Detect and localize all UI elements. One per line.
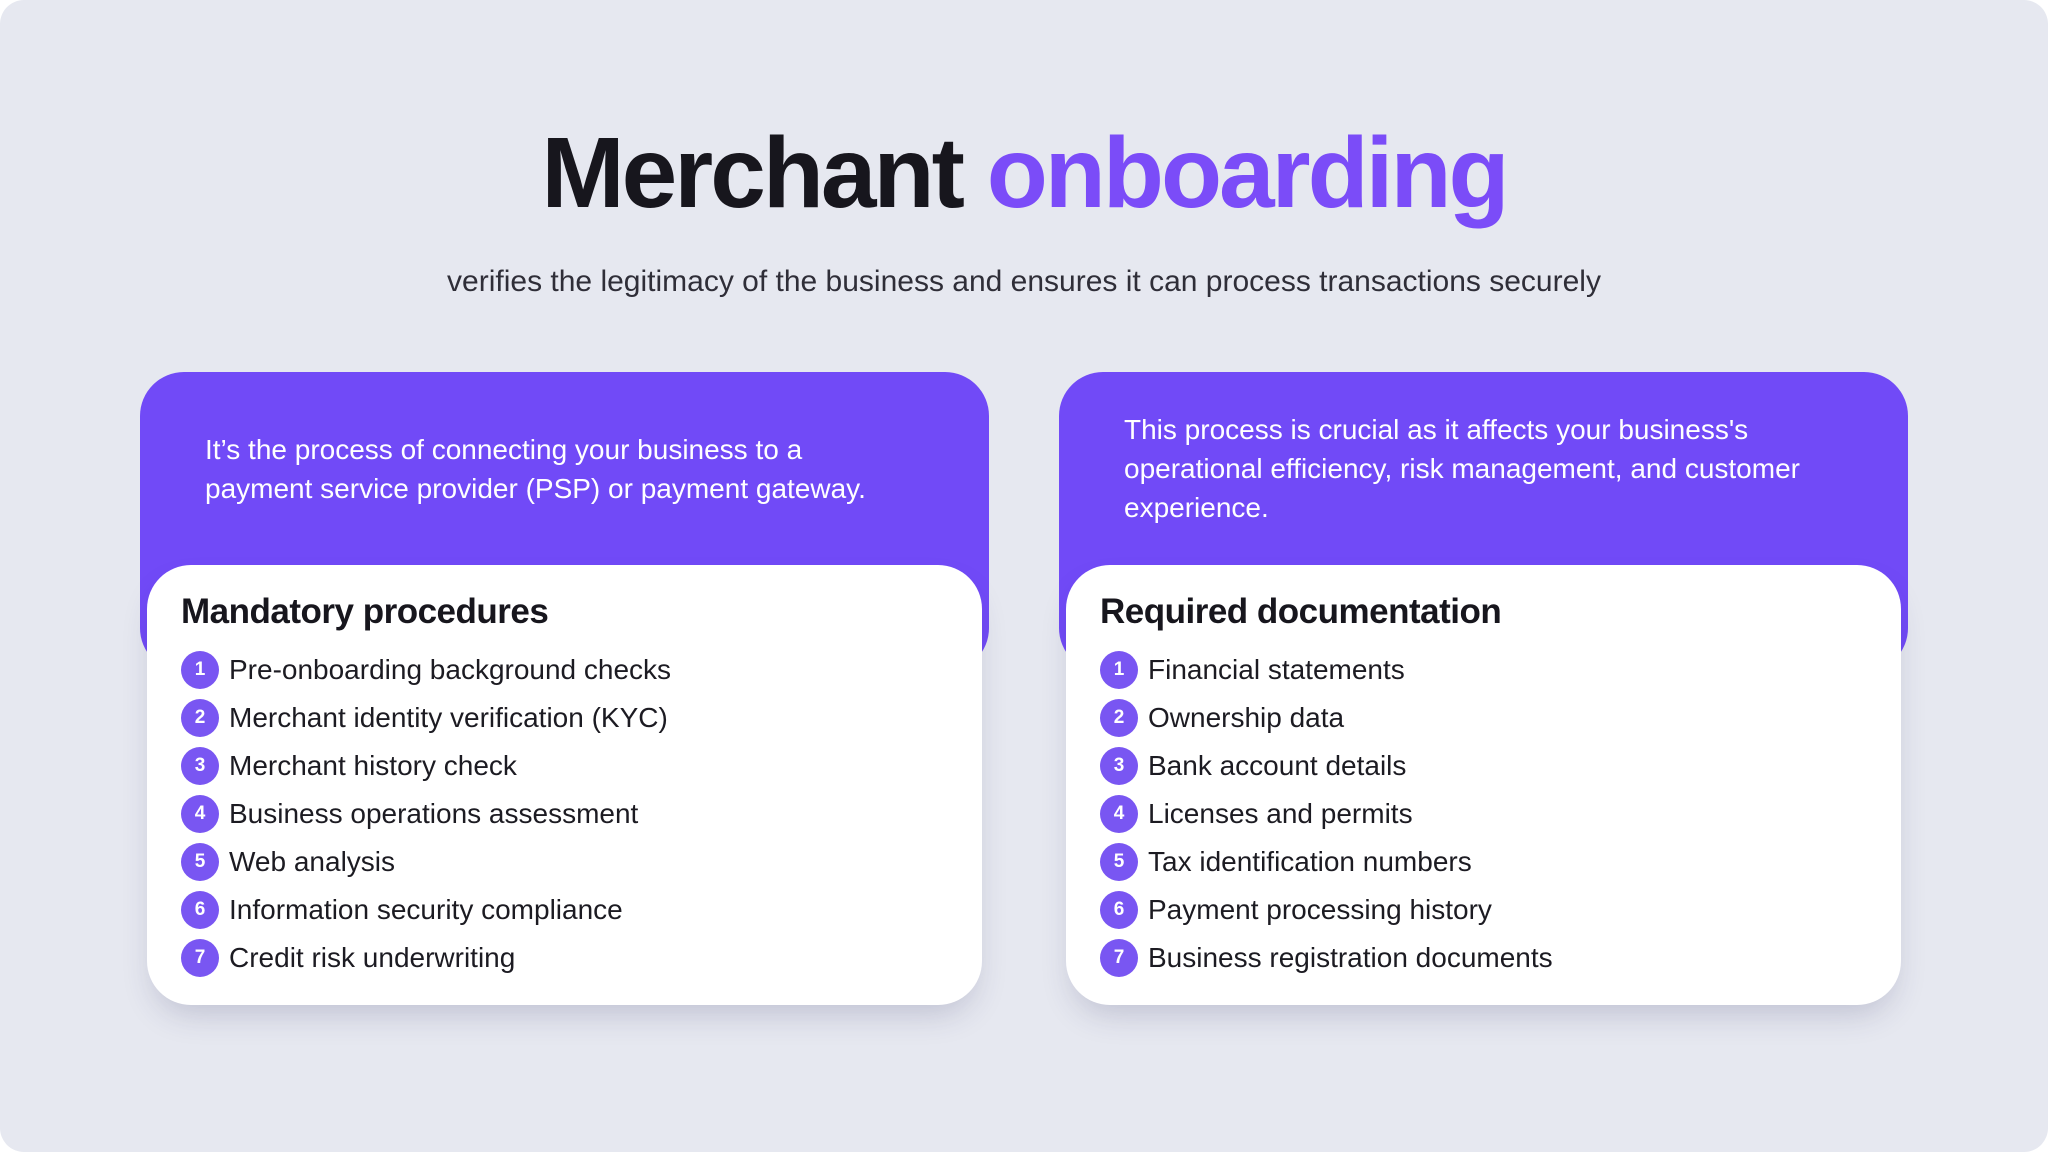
number-badge: 1 xyxy=(181,651,219,689)
card-header-line: payment service provider (PSP) or paymen… xyxy=(205,472,866,504)
list-item-label: Pre-onboarding background checks xyxy=(229,654,672,685)
list-item: 5 Web analysis xyxy=(181,838,952,886)
number-badge: 6 xyxy=(181,891,219,929)
card-header-text: This process is crucial as it affects yo… xyxy=(1059,372,1908,565)
number-badge: 4 xyxy=(181,795,219,833)
number-badge: 7 xyxy=(181,939,219,977)
list-item-label: Ownership data xyxy=(1148,702,1345,733)
list-item-label: Financial statements xyxy=(1148,654,1405,685)
list-item: 4 Business operations assessment xyxy=(181,790,952,838)
list-item-label: Business operations assessment xyxy=(229,798,639,829)
number-badge: 5 xyxy=(181,843,219,881)
card-heading: Mandatory procedures xyxy=(181,592,549,631)
documents-list: 1 Financial statements 2 Ownership data … xyxy=(1100,646,1871,982)
list-item-label: Licenses and permits xyxy=(1148,798,1413,829)
number-badge: 2 xyxy=(181,699,219,737)
list-item-label: Tax identification numbers xyxy=(1148,846,1472,877)
list-item: 6 Information security compliance xyxy=(181,886,952,934)
list-item-label: Information security compliance xyxy=(229,894,623,925)
list-item: 4 Licenses and permits xyxy=(1100,790,1871,838)
card-body: Mandatory procedures 1 Pre-onboarding ba… xyxy=(147,565,982,1005)
list-item: 5 Tax identification numbers xyxy=(1100,838,1871,886)
list-item-label: Bank account details xyxy=(1148,750,1407,781)
number-badge: 5 xyxy=(1100,843,1138,881)
number-badge: 6 xyxy=(1100,891,1138,929)
list-item-label: Business registration documents xyxy=(1148,942,1553,973)
list-item: 3 Merchant history check xyxy=(181,742,952,790)
card-header-line: This process is crucial as it affects yo… xyxy=(1124,414,1749,445)
list-item: 7 Business registration documents xyxy=(1100,934,1871,982)
cards-row: It’s the process of connecting your busi… xyxy=(0,372,2048,1005)
list-item-label: Payment processing history xyxy=(1148,894,1492,925)
number-badge: 1 xyxy=(1100,651,1138,689)
list-item: 2 Ownership data xyxy=(1100,694,1871,742)
page-title-dark: Merchant xyxy=(541,117,965,229)
card-mandatory-procedures: It’s the process of connecting your busi… xyxy=(140,372,989,1005)
list-item-label: Web analysis xyxy=(229,846,396,877)
list-item-label: Credit risk underwriting xyxy=(229,942,516,973)
list-item: 1 Pre-onboarding background checks xyxy=(181,646,952,694)
list-item: 7 Credit risk underwriting xyxy=(181,934,952,982)
number-badge: 7 xyxy=(1100,939,1138,977)
list-item: 1 Financial statements xyxy=(1100,646,1871,694)
card-header-line: operational efficiency, risk management,… xyxy=(1124,453,1800,484)
number-badge: 3 xyxy=(181,747,219,785)
card-header-line: It’s the process of connecting your busi… xyxy=(205,433,803,465)
list-item: 2 Merchant identity verification (KYC) xyxy=(181,694,952,742)
list-item-label: Merchant identity verification (KYC) xyxy=(229,702,668,733)
hero-section: Merchant onboarding verifies the legitim… xyxy=(0,0,2048,300)
card-header-text: It’s the process of connecting your busi… xyxy=(140,372,989,565)
card-heading: Required documentation xyxy=(1100,592,1502,631)
list-item-label: Merchant history check xyxy=(229,750,517,781)
page-title-accent: onboarding xyxy=(986,117,1510,229)
procedures-list: 1 Pre-onboarding background checks 2 Mer… xyxy=(181,646,952,982)
card-header-line: experience. xyxy=(1124,492,1269,523)
number-badge: 3 xyxy=(1100,747,1138,785)
card-body: Required documentation 1 Financial state… xyxy=(1066,565,1901,1005)
page-title: Merchant onboarding xyxy=(0,120,2048,226)
number-badge: 2 xyxy=(1100,699,1138,737)
page-subtitle: verifies the legitimacy of the business … xyxy=(447,265,1601,298)
number-badge: 4 xyxy=(1100,795,1138,833)
list-item: 6 Payment processing history xyxy=(1100,886,1871,934)
card-required-documentation: This process is crucial as it affects yo… xyxy=(1059,372,1908,1005)
list-item: 3 Bank account details xyxy=(1100,742,1871,790)
